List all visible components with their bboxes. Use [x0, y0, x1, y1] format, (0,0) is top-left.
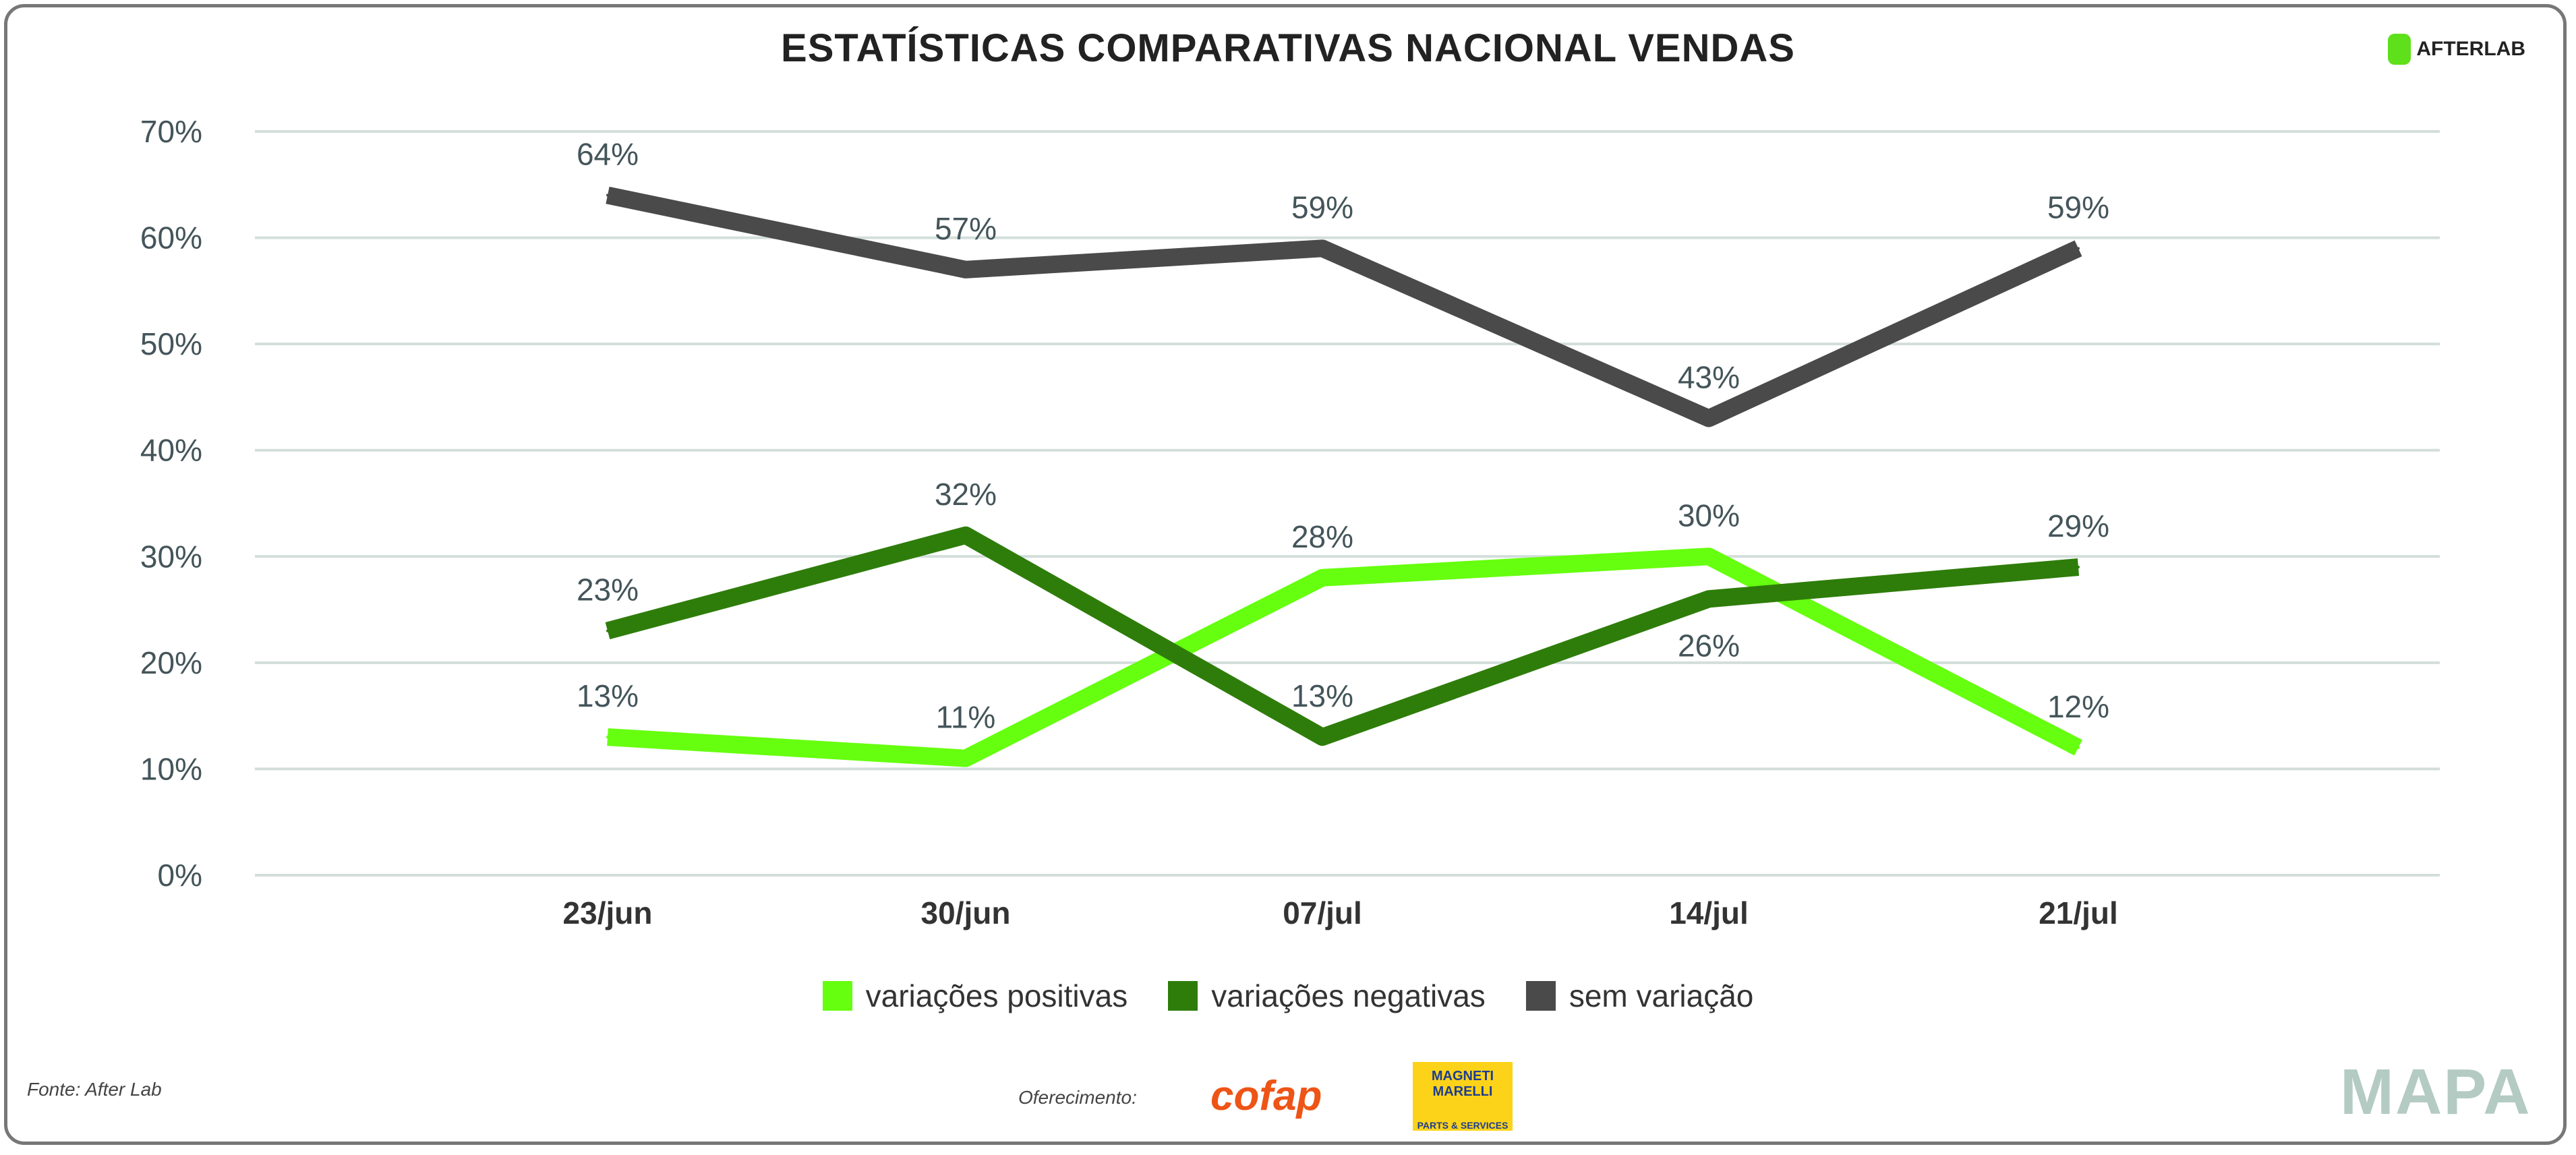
y-tick-label: 10% — [140, 751, 202, 786]
x-tick-label: 23/jun — [563, 895, 653, 930]
data-point — [1321, 247, 1324, 250]
sponsor-label: Oferecimento: — [1018, 1087, 1137, 1108]
series-line-2 — [606, 186, 2082, 427]
legend-label: sem variação — [1569, 978, 1754, 1013]
data-label: 32% — [935, 477, 997, 512]
data-point — [606, 736, 609, 739]
y-tick-label: 50% — [140, 326, 202, 361]
data-point — [1321, 576, 1324, 579]
legend-item-positivas: variações positivas — [822, 978, 1128, 1014]
legend-label: variações positivas — [865, 978, 1128, 1013]
x-tick-label: 21/jul — [2039, 895, 2118, 930]
x-tick-label: 07/jul — [1283, 895, 1362, 930]
legend-swatch — [1525, 981, 1556, 1011]
data-label: 12% — [2047, 689, 2109, 724]
y-tick-label: 40% — [140, 433, 202, 468]
x-tick-label: 30/jun — [921, 895, 1011, 930]
chart-frame — [4, 4, 2567, 1145]
legend-item-negativas: variações negativas — [1168, 978, 1486, 1014]
data-label: 26% — [1678, 628, 1740, 663]
data-label: 29% — [2047, 508, 2109, 543]
mapa-logo: MAPA — [2340, 1056, 2531, 1128]
legend-swatch — [1168, 981, 1198, 1011]
cofap-logo: cofap — [1210, 1073, 1322, 1119]
legend-swatch — [822, 981, 852, 1011]
data-label: 13% — [1291, 678, 1353, 713]
brand-name: AFTERLAB — [2416, 38, 2525, 60]
x-tick-label: 14/jul — [1669, 895, 1749, 930]
mm-bottom: PARTS & SERVICES — [1417, 1120, 1509, 1131]
data-label: 59% — [2047, 189, 2109, 225]
y-tick-label: 30% — [140, 539, 202, 574]
data-label: 30% — [1678, 498, 1740, 533]
mm-top: MAGNETI MARELLI — [1431, 1069, 1494, 1099]
y-tick-label: 70% — [140, 114, 202, 149]
data-point — [964, 533, 967, 537]
y-tick-label: 60% — [140, 220, 202, 256]
magneti-marelli-logo: MAGNETI MARELLI PARTS & SERVICES — [1413, 1062, 1513, 1131]
data-label: 64% — [577, 137, 639, 172]
legend-item-sem-variacao: sem variação — [1525, 978, 1754, 1014]
data-point — [1707, 555, 1710, 558]
data-point — [1707, 597, 1710, 601]
data-label: 43% — [1678, 359, 1740, 394]
data-label: 23% — [577, 572, 639, 608]
afterlab-mark-icon — [2388, 34, 2411, 65]
data-point — [2077, 566, 2080, 569]
data-point — [964, 757, 967, 760]
legend-label: variações negativas — [1211, 978, 1486, 1013]
data-point — [606, 629, 609, 632]
data-label: 11% — [936, 700, 996, 735]
y-tick-label: 0% — [158, 858, 202, 893]
afterlab-logo: AFTERLAB — [2388, 34, 2525, 65]
data-label: 57% — [935, 211, 997, 246]
data-label: 59% — [1291, 189, 1353, 225]
legend: variações positivas variações negativas … — [0, 978, 2576, 1014]
y-tick-label: 20% — [140, 645, 202, 680]
data-point — [606, 194, 609, 197]
data-point — [964, 268, 967, 271]
data-point — [1707, 417, 1710, 420]
source-note: Fonte: After Lab — [27, 1079, 162, 1100]
data-point — [1321, 736, 1324, 739]
data-label: 28% — [1291, 519, 1353, 554]
chart-title: ESTATÍSTICAS COMPARATIVAS NACIONAL VENDA… — [781, 26, 1795, 70]
data-point — [2077, 247, 2080, 250]
data-label: 13% — [577, 678, 639, 713]
data-point — [2077, 746, 2080, 749]
